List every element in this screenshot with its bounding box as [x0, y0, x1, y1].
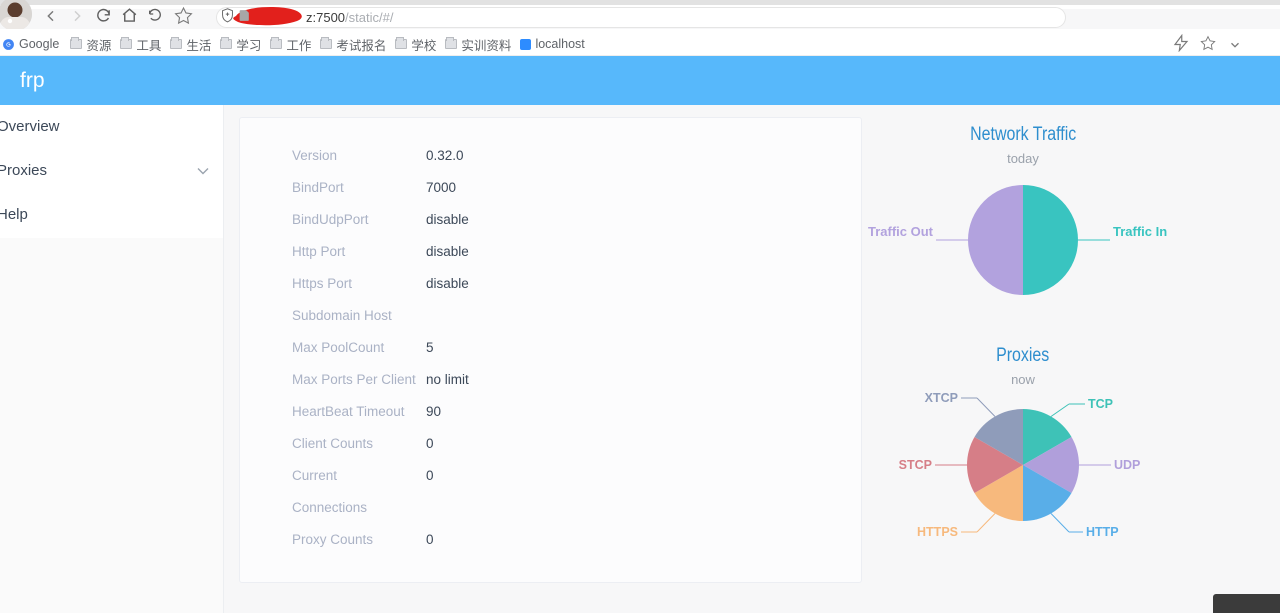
- svg-text:XTCP: XTCP: [925, 391, 958, 405]
- svg-text:UDP: UDP: [1114, 458, 1140, 472]
- svg-text:Traffic Out: Traffic Out: [868, 224, 934, 239]
- svg-text:TCP: TCP: [1088, 397, 1113, 411]
- svg-text:STCP: STCP: [899, 458, 932, 472]
- svg-text:HTTP: HTTP: [1086, 525, 1119, 539]
- svg-text:Traffic In: Traffic In: [1113, 224, 1167, 239]
- svg-text:HTTPS: HTTPS: [917, 525, 958, 539]
